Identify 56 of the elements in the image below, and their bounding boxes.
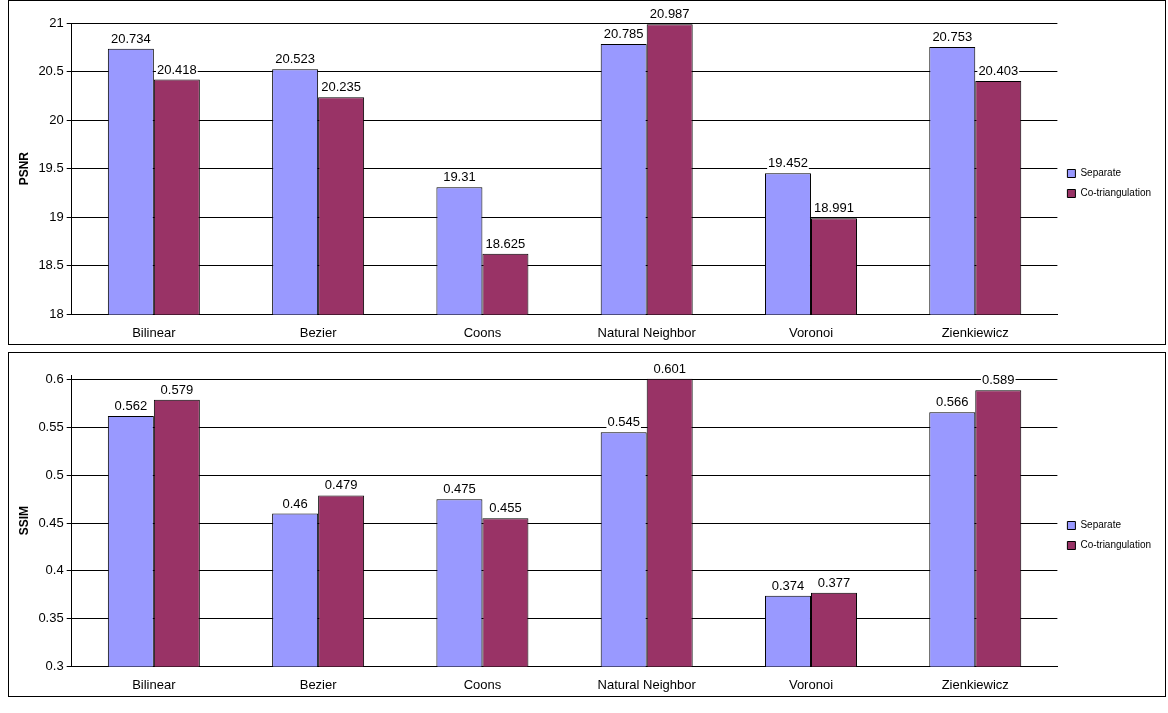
x-tick-label: Voronoi <box>788 324 834 340</box>
data-label: 20.785 <box>603 25 644 41</box>
data-label: 0.562 <box>114 398 148 414</box>
x-tick-label: Coons <box>463 676 502 692</box>
y-tick-label: 20 <box>49 111 64 127</box>
data-label: 0.566 <box>935 394 969 410</box>
y-axis-title: PSNR <box>16 151 31 186</box>
y-tick-label: 0.6 <box>45 371 64 387</box>
legend-label: Co-triangulation <box>1080 539 1152 551</box>
x-tick-label: Natural Neighbor <box>597 676 697 692</box>
x-tick-label: Coons <box>463 324 502 340</box>
data-label: 0.455 <box>489 500 522 516</box>
y-tick-label: 19.5 <box>38 160 64 176</box>
x-tick-label: Bezier <box>299 324 338 340</box>
y-tick-label: 0.35 <box>38 610 64 626</box>
data-label: 19.452 <box>768 155 808 171</box>
x-tick-label: Bilinear <box>132 324 177 340</box>
y-tick-label: 21 <box>49 14 64 30</box>
data-label: 0.545 <box>607 414 640 430</box>
y-axis-title: SSIM <box>16 506 31 536</box>
x-tick-label: Zienkiewicz <box>941 324 1009 340</box>
data-label: 0.475 <box>443 481 476 497</box>
data-label: 0.377 <box>817 574 851 590</box>
x-tick-label: Bilinear <box>132 676 177 692</box>
data-label: 0.589 <box>981 372 1015 388</box>
y-tick-label: 0.4 <box>45 562 64 578</box>
data-label: 0.579 <box>160 381 194 397</box>
data-label: 0.479 <box>324 477 358 493</box>
y-tick-label: 0.5 <box>45 466 64 482</box>
legend-label: Separate <box>1080 167 1122 179</box>
y-tick-label: 0.45 <box>38 514 64 530</box>
x-tick-label: Zienkiewicz <box>941 676 1009 692</box>
data-label: 18.991 <box>814 200 854 216</box>
data-label: 18.625 <box>485 235 526 251</box>
y-tick-label: 0.3 <box>45 657 64 673</box>
data-label: 0.374 <box>771 577 805 593</box>
legend-label: Co-triangulation <box>1080 187 1152 199</box>
data-label: 20.235 <box>321 79 362 95</box>
data-label: 20.418 <box>156 61 197 77</box>
y-tick-label: 19 <box>49 208 64 224</box>
x-tick-label: Bezier <box>299 676 338 692</box>
data-label: 20.734 <box>110 30 151 46</box>
x-tick-label: Voronoi <box>788 676 834 692</box>
legend-label: Separate <box>1080 519 1122 531</box>
data-label: 20.523 <box>275 51 316 67</box>
data-label: 20.403 <box>978 63 1019 79</box>
x-tick-label: Natural Neighbor <box>597 324 697 340</box>
y-tick-label: 18.5 <box>38 257 64 273</box>
data-label: 0.601 <box>653 360 686 376</box>
y-tick-label: 0.55 <box>38 419 64 435</box>
data-label: 20.753 <box>932 29 973 45</box>
y-tick-label: 18 <box>49 305 64 321</box>
data-label: 19.31 <box>443 169 476 185</box>
data-label: 20.987 <box>649 6 690 22</box>
data-label: 0.46 <box>282 495 308 511</box>
y-tick-label: 20.5 <box>38 63 64 79</box>
